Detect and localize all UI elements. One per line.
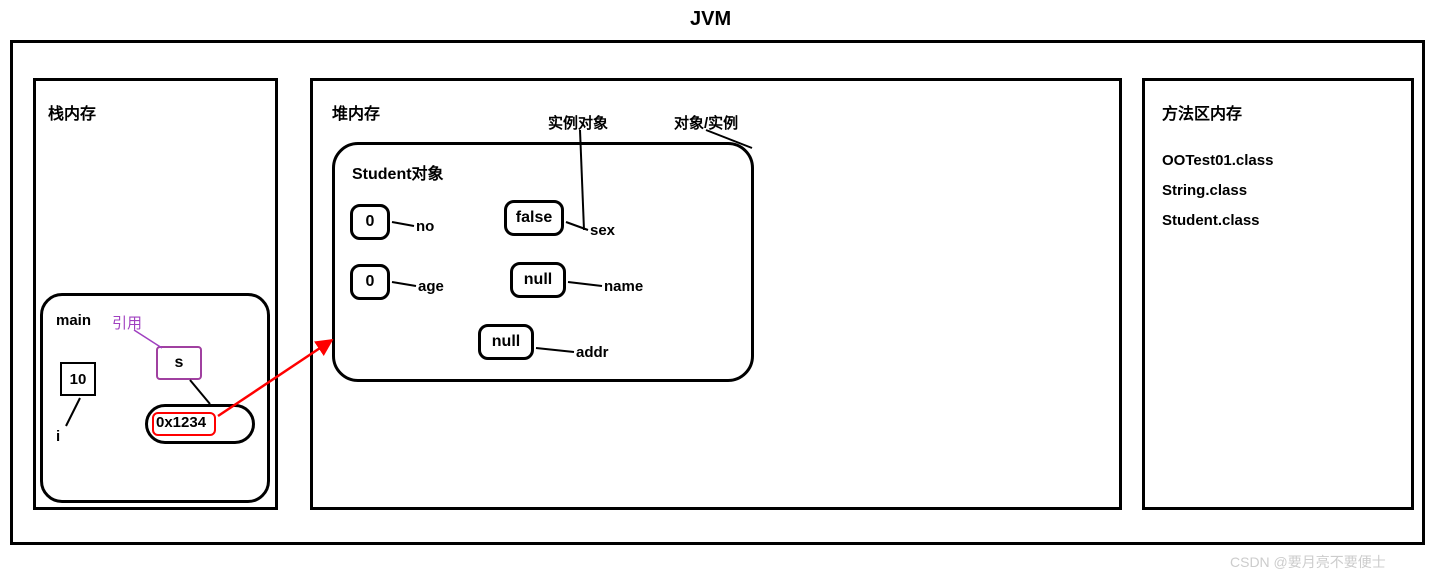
no-value-text: 0 bbox=[366, 213, 375, 231]
instance-label: 实例对象 bbox=[548, 112, 608, 133]
field-addr-label: addr bbox=[576, 344, 609, 361]
watermark: CSDN @要月亮不要便士 bbox=[1230, 552, 1386, 572]
object-instance-label: 对象/实例 bbox=[674, 112, 738, 133]
ref-label: 引用 bbox=[112, 312, 142, 333]
class-0: OOTest01.class bbox=[1162, 152, 1273, 169]
var-s-label: s bbox=[175, 354, 184, 372]
field-sex-label: sex bbox=[590, 222, 615, 239]
field-age-value: 0 bbox=[350, 264, 390, 300]
field-name-value: null bbox=[510, 262, 566, 298]
sex-value-text: false bbox=[516, 209, 552, 227]
heap-title: 堆内存 bbox=[332, 100, 380, 124]
field-addr-value: null bbox=[478, 324, 534, 360]
method-area-title: 方法区内存 bbox=[1162, 100, 1242, 124]
class-2: Student.class bbox=[1162, 212, 1260, 229]
class-1: String.class bbox=[1162, 182, 1247, 199]
method-area-box bbox=[1142, 78, 1414, 510]
name-value-text: null bbox=[524, 271, 552, 289]
addr-value: 0x1234 bbox=[156, 414, 206, 431]
age-value-text: 0 bbox=[366, 273, 375, 291]
student-title: Student对象 bbox=[352, 160, 444, 184]
stack-title: 栈内存 bbox=[48, 100, 96, 124]
jvm-diagram: JVM 栈内存 main 引用 s 0x1234 10 i 堆内存 Studen… bbox=[0, 0, 1435, 574]
var-i-label: i bbox=[56, 428, 60, 445]
var-i-value: 10 bbox=[70, 371, 87, 388]
field-name-label: name bbox=[604, 278, 643, 295]
field-no-value: 0 bbox=[350, 204, 390, 240]
field-age-label: age bbox=[418, 278, 444, 295]
jvm-title: JVM bbox=[690, 8, 731, 31]
field-sex-value: false bbox=[504, 200, 564, 236]
var-s-box: s bbox=[156, 346, 202, 380]
var-i-box: 10 bbox=[60, 362, 96, 396]
addr-field-value-text: null bbox=[492, 333, 520, 351]
field-no-label: no bbox=[416, 218, 434, 235]
main-label: main bbox=[56, 312, 91, 329]
